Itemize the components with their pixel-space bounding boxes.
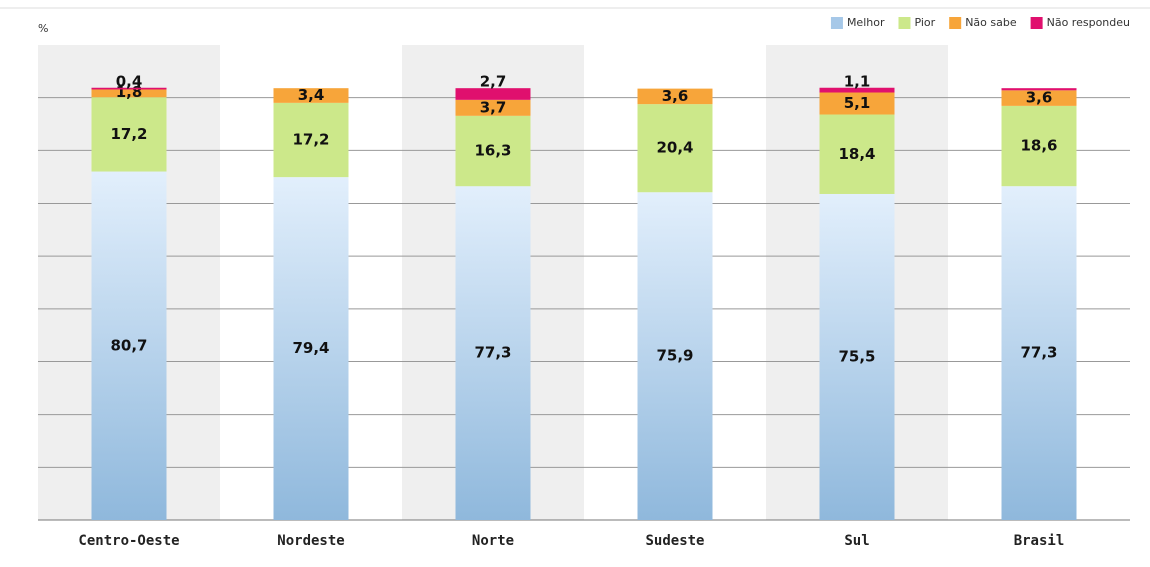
x-tick-label: Brasil xyxy=(1014,533,1065,549)
bar-segment xyxy=(819,92,895,115)
x-tick-label: Centro-Oeste xyxy=(78,533,179,549)
bar-segment xyxy=(1001,105,1077,187)
bar-segment xyxy=(455,115,531,187)
legend-label: Não sabe xyxy=(965,16,1017,29)
legend-swatch xyxy=(949,17,962,29)
legend-label: Não respondeu xyxy=(1047,16,1130,29)
x-tick-label: Norte xyxy=(472,533,514,549)
legend-label: Melhor xyxy=(847,16,885,29)
bar-segment xyxy=(455,186,531,521)
legend-swatch xyxy=(898,17,911,29)
legend-swatch xyxy=(1030,17,1043,29)
bar-segment xyxy=(1001,88,1077,91)
bar-segment xyxy=(1001,90,1077,106)
legend-swatch xyxy=(830,17,843,29)
x-tick-label: Nordeste xyxy=(277,533,344,549)
bar-segment xyxy=(637,192,713,520)
bar-segment xyxy=(273,177,349,521)
bar-segment xyxy=(819,114,895,194)
data-label: 77,3 xyxy=(1020,344,1057,362)
data-label: 75,5 xyxy=(838,347,875,365)
bar-segment xyxy=(637,88,713,105)
y-axis-label: % xyxy=(38,22,48,35)
bar-segment xyxy=(637,104,713,193)
data-label: 17,2 xyxy=(110,125,147,143)
data-label: 79,4 xyxy=(292,339,329,357)
x-tick-label: Sul xyxy=(844,533,869,549)
data-label: 20,4 xyxy=(656,139,693,157)
bar-segment xyxy=(455,99,531,116)
x-tick-label: Sudeste xyxy=(645,533,704,549)
bar-segment xyxy=(91,171,167,521)
data-label: 3,6 xyxy=(662,87,689,105)
data-label: 1,1 xyxy=(844,72,871,90)
legend-label: Pior xyxy=(914,16,935,29)
data-label: 2,7 xyxy=(480,73,507,91)
data-label: 17,2 xyxy=(292,131,329,149)
data-label: 75,9 xyxy=(656,347,693,365)
bar-segment xyxy=(91,97,167,172)
data-label: 3,7 xyxy=(480,98,507,116)
bar-segment xyxy=(273,102,349,178)
bar-segment xyxy=(91,87,167,90)
data-label: 3,6 xyxy=(1026,89,1053,107)
bar-segment xyxy=(819,87,895,93)
data-label: 16,3 xyxy=(474,142,511,160)
data-label: 80,7 xyxy=(110,336,147,354)
bar-segment xyxy=(455,88,531,100)
bar-segment xyxy=(91,89,167,98)
data-label: 0,4 xyxy=(116,72,143,90)
data-label: 18,4 xyxy=(838,145,875,163)
data-label: 5,1 xyxy=(844,94,871,112)
bar-segment xyxy=(819,193,895,520)
data-label: 1,8 xyxy=(116,83,143,101)
data-label: 18,6 xyxy=(1020,137,1057,155)
data-label: 3,4 xyxy=(298,86,325,104)
bar-segment xyxy=(1001,186,1077,521)
bar-segment xyxy=(273,88,349,103)
data-label: 77,3 xyxy=(474,344,511,362)
